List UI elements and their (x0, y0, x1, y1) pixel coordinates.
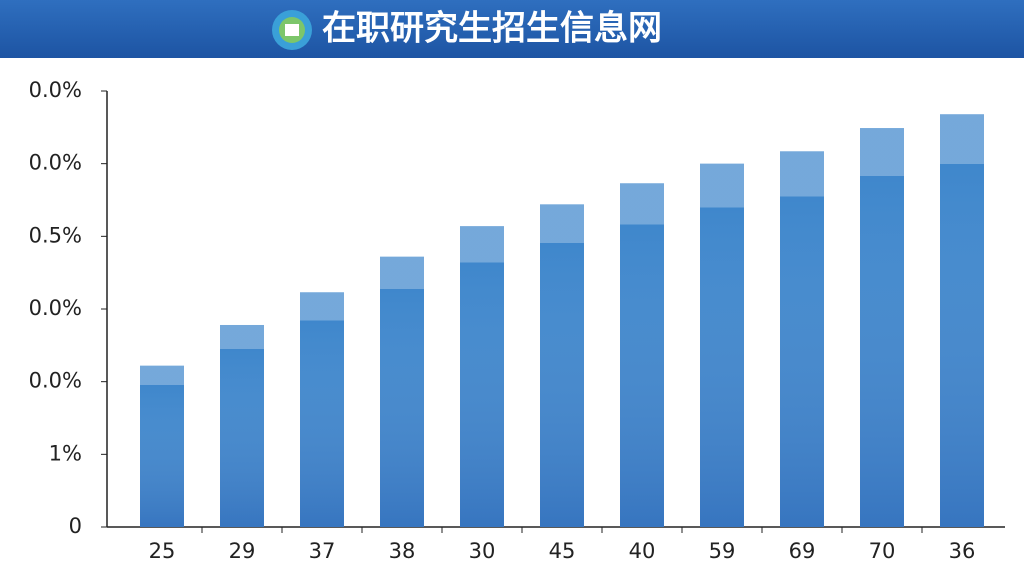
y-tick-label: 1% (49, 441, 82, 465)
x-tick-label: 38 (389, 539, 416, 563)
bar-shade (220, 324, 264, 527)
logo (272, 10, 312, 50)
bar-shade (620, 183, 664, 527)
y-tick-label: 0.0% (29, 151, 82, 175)
x-tick-label: 45 (549, 539, 576, 563)
y-tick-label: 0.0% (29, 296, 82, 320)
x-tick-label: 29 (229, 539, 256, 563)
x-tick-label: 30 (469, 539, 496, 563)
bar-shade (140, 365, 184, 527)
bar-shade (940, 114, 984, 528)
x-tick-label: 70 (869, 539, 896, 563)
x-tick-label: 25 (149, 539, 176, 563)
bar-shade (300, 292, 344, 527)
x-tick-label: 40 (629, 539, 656, 563)
y-tick-label: 0.0% (29, 78, 82, 102)
x-tick-label: 59 (709, 539, 736, 563)
y-tick-label: 0.5% (29, 223, 82, 247)
header-title: 在职研究生招生信息网 (322, 9, 662, 49)
bar-shade (540, 204, 584, 528)
bar-shade (700, 163, 744, 527)
x-tick-label: 36 (949, 539, 976, 563)
bar-shade (460, 226, 504, 527)
bar-shade (380, 256, 424, 527)
bar-shade (780, 151, 824, 527)
header-banner (0, 0, 1024, 58)
y-tick-label: 0.0% (29, 369, 82, 393)
bar-shade (860, 128, 904, 527)
x-tick-label: 69 (789, 539, 816, 563)
y-tick-label: 0 (69, 514, 82, 538)
x-tick-label: 37 (309, 539, 336, 563)
